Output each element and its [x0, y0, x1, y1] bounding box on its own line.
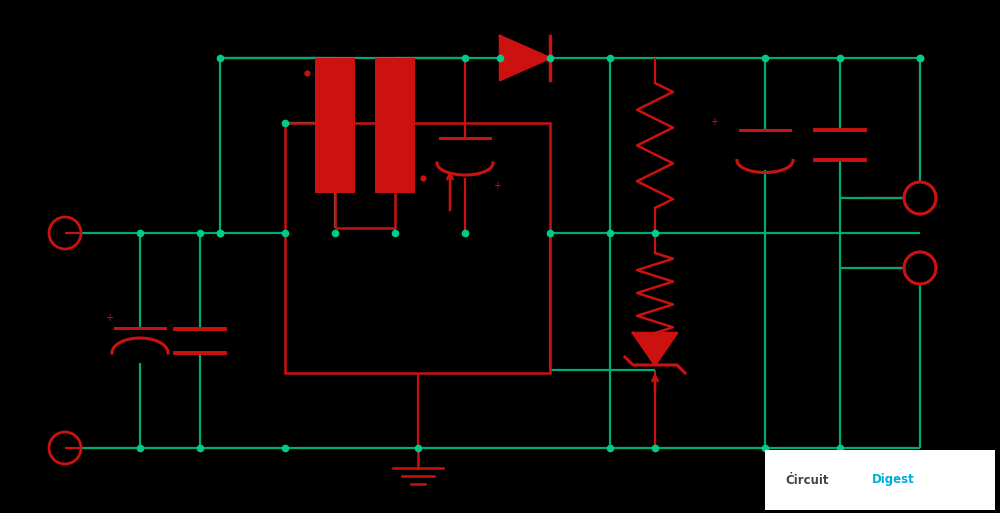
FancyBboxPatch shape — [765, 450, 995, 510]
Text: +: + — [710, 117, 718, 128]
Polygon shape — [500, 36, 550, 80]
Bar — [315, 58, 355, 193]
Text: +: + — [493, 181, 501, 191]
Polygon shape — [633, 333, 677, 365]
Text: Digest: Digest — [872, 473, 915, 486]
Bar — [285, 123, 550, 373]
Text: Ċircuit: Ċircuit — [785, 473, 828, 486]
Text: +: + — [105, 313, 113, 323]
Bar — [375, 58, 415, 193]
